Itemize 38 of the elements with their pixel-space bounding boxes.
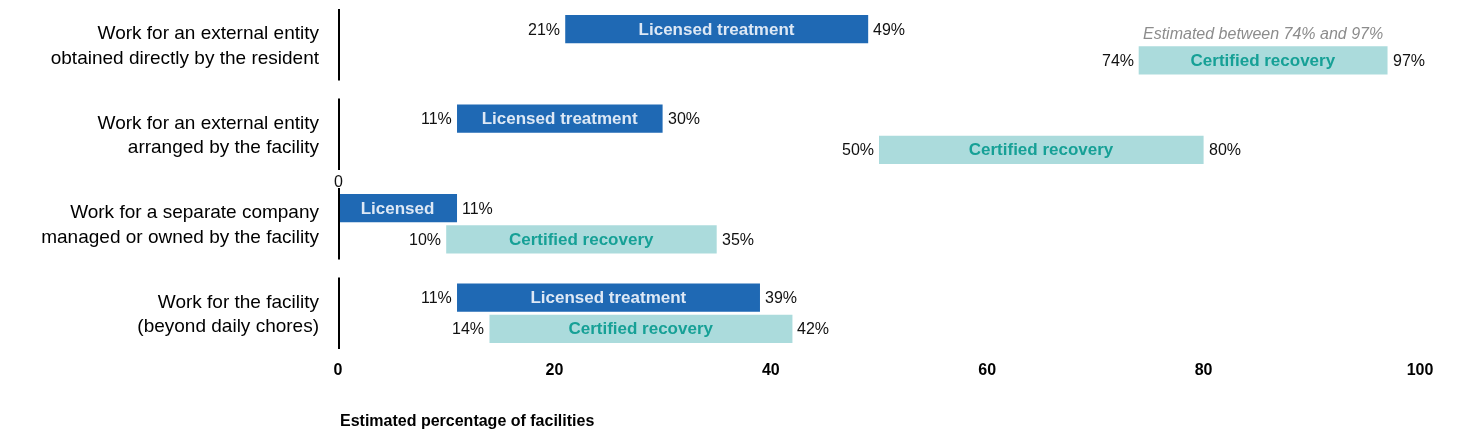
x-tick-label: 20 [545, 361, 564, 378]
annotation: 50% [842, 141, 875, 158]
bar [446, 225, 717, 254]
y-tick-label: Work for an external entity arranged by the facility [97, 111, 320, 158]
annotation: 35% [722, 231, 755, 248]
bar [457, 283, 760, 312]
data-label: Certified recovery [1190, 50, 1336, 70]
data-label: Certified recovery [968, 140, 1114, 160]
annotation: 39% [765, 289, 798, 306]
data-label: Certified recovery [508, 229, 655, 249]
x-tick-label: 100 [1406, 361, 1434, 378]
annotation: 11% [462, 200, 493, 217]
annotation: 49% [873, 21, 906, 38]
annotation: 11% [421, 289, 452, 306]
x-axis-title: Estimated percentage of facilities [340, 412, 595, 429]
data-label: Licensed treatment [481, 109, 638, 129]
annotation: 97% [1393, 52, 1426, 69]
y-tick-label: Work for a separate company managed or owned by the facility [41, 201, 320, 247]
data-label: Licensed treatment [530, 288, 687, 308]
y-tick-label: Work for an external entity obtained directly by the resident [50, 22, 320, 68]
data-label: Licensed treatment [638, 19, 795, 39]
x-tick-label: 80 [1194, 361, 1213, 378]
data-label: Licensed [360, 198, 435, 218]
annotation: 0 [334, 173, 343, 190]
annotation: 74% [1102, 52, 1135, 69]
annotation: 21% [528, 21, 561, 38]
x-tick-label: 60 [978, 361, 997, 378]
annotation: 42% [797, 320, 830, 337]
annotation: 30% [668, 110, 701, 127]
annotation: 10% [409, 231, 442, 248]
x-tick-label: 0 [333, 361, 343, 378]
annotation: 80% [1209, 141, 1242, 158]
annotation: Estimated between 74% and 97% [1143, 25, 1384, 42]
x-tick-label: 40 [761, 361, 780, 378]
data-label: Certified recovery [568, 319, 714, 339]
annotation: 11% [421, 110, 452, 127]
y-tick-label: Work for the facility (beyond daily chores) [137, 290, 320, 337]
annotation: 14% [452, 320, 485, 337]
